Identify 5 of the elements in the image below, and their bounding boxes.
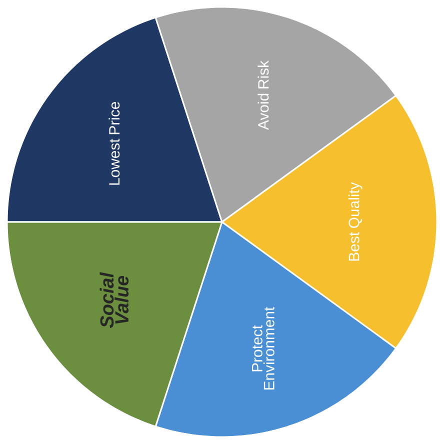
slice-label: Lowest Price (108, 102, 120, 185)
slice-label: Social Value (100, 272, 129, 328)
slice-label: Best Quality (348, 182, 362, 261)
slice-label: Avoid Risk (258, 60, 269, 130)
slice-label: Protect Environment (252, 306, 274, 390)
